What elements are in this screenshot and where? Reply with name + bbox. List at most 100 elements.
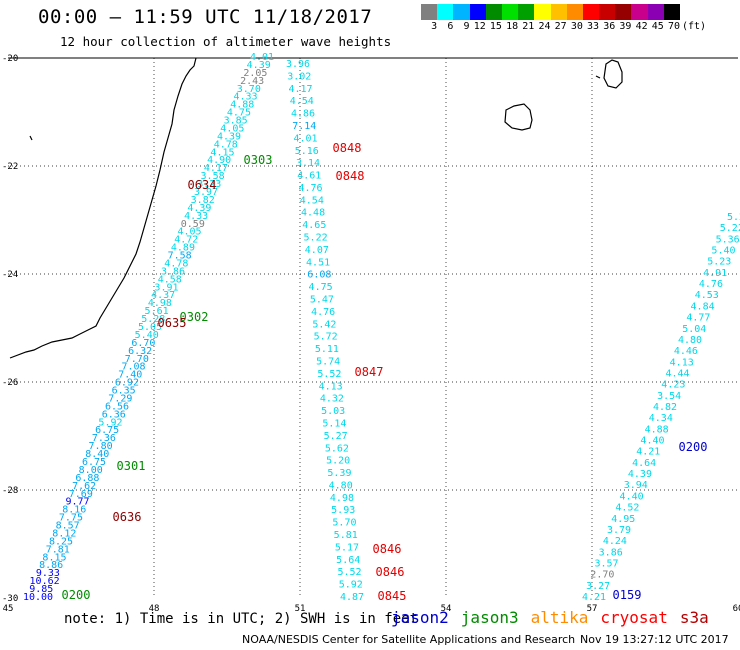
swh-reading-track2: 4.98 xyxy=(330,493,354,504)
swh-reading-track2: 6.08 xyxy=(307,270,331,281)
swh-reading-track2: 4.61 xyxy=(297,171,321,182)
swh-reading-track2: 5.93 xyxy=(331,505,355,516)
swh-readings: 4.014.392.052.433.704.334.884.753.854.05… xyxy=(23,52,740,603)
swh-reading-track3: 5.36 xyxy=(716,234,740,245)
legend-label: 21 xyxy=(522,21,535,32)
pass-time-label: 0301 xyxy=(117,459,146,473)
legend-swatch xyxy=(469,4,486,20)
satellite-key-s3a: s3a xyxy=(679,608,709,627)
y-tick-label: -20 xyxy=(2,54,18,64)
swh-reading-track1: 7.36 xyxy=(92,433,116,444)
y-tick-label: -28 xyxy=(2,486,18,496)
swh-reading-track1: 4.05 xyxy=(220,123,244,134)
swh-reading-track3: 4.23 xyxy=(661,380,685,391)
swh-reading-track1: 8.40 xyxy=(85,449,109,460)
satellite-key-jason2: jason2 xyxy=(391,608,449,627)
satellite-key-cryosat: cryosat xyxy=(600,608,668,627)
swh-reading-track2: 5.72 xyxy=(314,332,338,343)
swh-reading-track2: 4.07 xyxy=(305,245,329,256)
credit-line: NOAA/NESDIS Center for Satellite Applica… xyxy=(242,633,576,646)
swh-reading-track1: 4.78 xyxy=(164,258,188,269)
swh-reading-track1: 6.75 xyxy=(95,425,119,436)
swh-reading-track1: 8.25 xyxy=(49,536,73,547)
swh-reading-track1: 4.17 xyxy=(204,163,228,174)
swh-reading-track3: 4.13 xyxy=(670,357,694,368)
swh-reading-track2: 4.17 xyxy=(288,84,312,95)
swh-reading-track1: 7.69 xyxy=(69,489,93,500)
swh-reading-track1: 7.62 xyxy=(72,481,96,492)
swh-reading-track1: 9.77 xyxy=(65,497,89,508)
swh-reading-track3: 5.22 xyxy=(720,223,740,234)
swh-reading-track1: 4.78 xyxy=(214,139,238,150)
legend-label: 6 xyxy=(447,21,454,32)
pass-time-label: 0635 xyxy=(158,316,187,330)
swh-reading-track2: 5.92 xyxy=(339,580,363,591)
swh-reading-track1: 7.08 xyxy=(121,362,145,373)
legend-label: 36 xyxy=(603,21,616,32)
swh-reading-track2: 5.20 xyxy=(326,456,350,467)
legend-label: 30 xyxy=(570,21,583,32)
swh-reading-track1: 9.33 xyxy=(36,568,60,579)
swh-reading-track2: 4.80 xyxy=(329,480,353,491)
swh-reading-track3: 4.52 xyxy=(615,503,639,514)
x-tick-label: 45 xyxy=(3,604,14,614)
satellite-key: jason2 jason3 altika cryosat s3a xyxy=(391,608,721,627)
legend-label: 3 xyxy=(431,21,438,32)
swh-reading-track3: 4.77 xyxy=(686,313,710,324)
swh-reading-track1: 2.43 xyxy=(240,76,264,87)
swh-reading-track2: 5.52 xyxy=(317,369,341,380)
swh-reading-track3: 4.64 xyxy=(632,458,656,469)
swh-reading-track1: 6.35 xyxy=(112,386,136,397)
y-tick-label: -24 xyxy=(2,270,18,280)
swh-reading-track3: 4.53 xyxy=(695,290,719,301)
swh-reading-track1: 4.72 xyxy=(174,235,198,246)
islet xyxy=(29,135,33,141)
swh-reading-track3: 4.82 xyxy=(653,402,677,413)
legend-swatch xyxy=(485,4,502,20)
pass-time-label: 0200 xyxy=(62,588,91,602)
legend-label: 39 xyxy=(619,21,632,32)
swh-reading-track1: 4.39 xyxy=(247,60,271,71)
swh-reading-track1: 4.01 xyxy=(250,52,274,63)
swh-reading-track1: 8.16 xyxy=(62,505,86,516)
legend-swatch xyxy=(647,4,664,20)
legend-label: 27 xyxy=(554,21,567,32)
legend-swatch xyxy=(453,4,470,20)
legend-swatch xyxy=(534,4,551,20)
swh-reading-track3: 3.79 xyxy=(607,525,631,536)
swh-reading-track3: 4.91 xyxy=(703,268,727,279)
x-tick-label: 57 xyxy=(587,604,598,614)
swh-reading-track2: 4.32 xyxy=(320,394,344,405)
swh-reading-track1: 7.29 xyxy=(108,393,132,404)
legend-swatch xyxy=(663,4,680,20)
swh-reading-track1: 10.62 xyxy=(30,576,60,587)
y-tick-label: -30 xyxy=(2,594,18,604)
swh-reading-track1: 3.70 xyxy=(237,84,261,95)
pass-time-label: 0847 xyxy=(355,365,384,379)
swh-reading-track3: 4.80 xyxy=(678,335,702,346)
swh-reading-track1: 5.05 xyxy=(138,322,162,333)
map-title: 00:00 – 11:59 UTC 11/18/2017 xyxy=(38,6,373,28)
swh-reading-track1: 4.88 xyxy=(230,100,254,111)
swh-reading-track1: 7.58 xyxy=(168,251,192,262)
swh-reading-track1: 4.39 xyxy=(187,203,211,214)
swh-reading-track1: 5.28 xyxy=(141,314,165,325)
swh-reading-track1: 7.40 xyxy=(118,370,142,381)
swh-reading-track1: 4.15 xyxy=(210,147,234,158)
swh-reading-track2: 4.75 xyxy=(309,282,333,293)
swh-reading-track2: 7.14 xyxy=(292,121,316,132)
swh-reading-track1: 8.15 xyxy=(42,552,66,563)
swh-reading-track2: 4.01 xyxy=(293,133,317,144)
pass-time-label: 0848 xyxy=(333,141,362,155)
swh-reading-track1: 10.00 xyxy=(23,592,53,603)
legend-label: 15 xyxy=(489,21,502,32)
pass-time-label: 0159 xyxy=(613,588,642,602)
madagascar-coastline xyxy=(9,57,197,359)
swh-reading-track2: 5.16 xyxy=(295,146,319,157)
legend-swatch xyxy=(437,4,454,20)
swh-reading-track1: 3.85 xyxy=(224,116,248,127)
swh-reading-track1: 4.89 xyxy=(171,243,195,254)
swh-reading-track1: 4.37 xyxy=(151,290,175,301)
